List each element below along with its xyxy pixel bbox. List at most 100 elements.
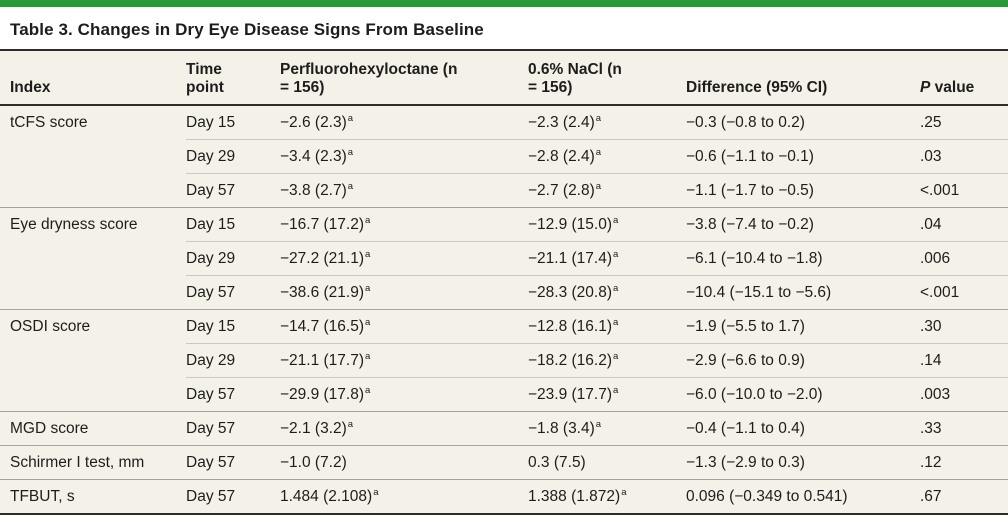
col-header-label: Difference (95% CI)	[686, 79, 828, 97]
footnote-a-marker: a	[621, 486, 627, 498]
footnote-a-marker: a	[365, 384, 371, 396]
footnote-a-marker: a	[613, 214, 619, 226]
index-cell: Eye dryness score	[0, 207, 186, 242]
table-row: Day 57 −38.6 (21.9)a −28.3 (20.8)a −10.4…	[0, 275, 1008, 310]
footnote-a-marker: a	[365, 214, 371, 226]
value-text: −3.8 (2.7)	[280, 181, 347, 199]
timepoint-cell: Day 57	[186, 411, 280, 446]
value-text: −29.9 (17.8)	[280, 385, 365, 403]
timepoint-cell: Day 15	[186, 104, 280, 140]
footnote-a-marker: a	[613, 384, 619, 396]
value-text: −2.6 (2.3)	[280, 113, 347, 131]
pvalue-cell: .14	[920, 343, 1008, 378]
footnote-a-marker: a	[613, 350, 619, 362]
value-text: −2.8 (2.4)	[528, 147, 595, 165]
footnote-a-marker: a	[613, 282, 619, 294]
value-text: −21.1 (17.7)	[280, 351, 365, 369]
table-row: MGD score Day 57 −2.1 (3.2)a −1.8 (3.4)a…	[0, 411, 1008, 446]
value-text: −38.6 (21.9)	[280, 283, 365, 301]
index-cell	[0, 174, 186, 208]
difference-cell: −3.8 (−7.4 to −0.2)	[686, 207, 920, 242]
nacl-value-cell: −28.3 (20.8)a	[528, 275, 686, 310]
nacl-value-cell: 1.388 (1.872)a	[528, 479, 686, 514]
value-text: −3.4 (2.3)	[280, 147, 347, 165]
nacl-value-cell: −18.2 (16.2)a	[528, 343, 686, 378]
footnote-a-marker: a	[595, 146, 602, 158]
footnote-a-marker: a	[595, 418, 602, 430]
pfh-value-cell: −1.0 (7.2)	[280, 445, 528, 480]
value-text: −12.9 (15.0)	[528, 215, 613, 233]
footnote-a-marker: a	[347, 180, 354, 192]
index-cell	[0, 378, 186, 412]
col-header-timepoint: Time point	[186, 50, 280, 106]
index-cell	[0, 276, 186, 310]
difference-cell: −1.1 (−1.7 to −0.5)	[686, 173, 920, 208]
table-row: Day 29 −21.1 (17.7)a −18.2 (16.2)a −2.9 …	[0, 343, 1008, 378]
pfh-value-cell: 1.484 (2.108)a	[280, 479, 528, 514]
pvalue-cell: .30	[920, 309, 1008, 344]
nacl-value-cell: −12.8 (16.1)a	[528, 309, 686, 344]
value-text: −12.8 (16.1)	[528, 317, 613, 335]
footnote-a-marker: a	[347, 418, 354, 430]
footnote-a-marker: a	[347, 112, 354, 124]
difference-cell: −0.6 (−1.1 to −0.1)	[686, 139, 920, 174]
pfh-value-cell: −3.8 (2.7)a	[280, 173, 528, 208]
timepoint-cell: Day 15	[186, 207, 280, 242]
value-text: −14.7 (16.5)	[280, 317, 365, 335]
value-text: −21.1 (17.4)	[528, 249, 613, 267]
pfh-value-cell: −14.7 (16.5)a	[280, 309, 528, 344]
index-cell	[0, 242, 186, 276]
difference-cell: −10.4 (−15.1 to −5.6)	[686, 275, 920, 310]
nacl-value-cell: −2.7 (2.8)a	[528, 173, 686, 208]
table-row: Schirmer I test, mm Day 57 −1.0 (7.2) 0.…	[0, 445, 1008, 480]
pfh-value-cell: −21.1 (17.7)a	[280, 343, 528, 378]
col-header-index: Index	[0, 50, 186, 106]
p-italic: P	[920, 79, 931, 97]
timepoint-cell: Day 15	[186, 309, 280, 344]
timepoint-cell: Day 57	[186, 377, 280, 412]
pvalue-cell: .67	[920, 479, 1008, 514]
index-cell	[0, 140, 186, 174]
accent-bar	[0, 0, 1008, 7]
footnote-a-marker: a	[365, 316, 371, 328]
col-header-pvalue: P value	[920, 50, 1008, 106]
pvalue-cell: .04	[920, 207, 1008, 242]
value-text: −27.2 (21.1)	[280, 249, 365, 267]
pvalue-cell: .006	[920, 241, 1008, 276]
col-header-label: Time point	[186, 61, 224, 97]
table-row: OSDI score Day 15 −14.7 (16.5)a −12.8 (1…	[0, 309, 1008, 344]
pvalue-cell: .12	[920, 445, 1008, 480]
table-row: TFBUT, s Day 57 1.484 (2.108)a 1.388 (1.…	[0, 479, 1008, 514]
difference-cell: −1.9 (−5.5 to 1.7)	[686, 309, 920, 344]
pvalue-cell: .03	[920, 139, 1008, 174]
col-header-label: P value	[920, 79, 1008, 97]
footnote-a-marker: a	[365, 282, 371, 294]
difference-cell: −6.0 (−10.0 to −2.0)	[686, 377, 920, 412]
timepoint-cell: Day 29	[186, 241, 280, 276]
index-cell: OSDI score	[0, 309, 186, 344]
col-header-perfluorohexyloctane: Perfluorohexyloctane (n = 156)	[280, 50, 528, 106]
value-text: −16.7 (17.2)	[280, 215, 365, 233]
nacl-value-cell: −2.8 (2.4)a	[528, 139, 686, 174]
footnote-a-marker: a	[613, 316, 619, 328]
value-text: −23.9 (17.7)	[528, 385, 613, 403]
value-text: −1.0 (7.2)	[280, 453, 347, 471]
nacl-value-cell: −1.8 (3.4)a	[528, 411, 686, 446]
value-text: −2.3 (2.4)	[528, 113, 595, 131]
pvalue-cell: <.001	[920, 275, 1008, 310]
index-cell: MGD score	[0, 411, 186, 446]
index-cell: tCFS score	[0, 104, 186, 140]
p-rest: value	[930, 79, 975, 97]
value-text: −2.7 (2.8)	[528, 181, 595, 199]
timepoint-cell: Day 57	[186, 445, 280, 480]
col-header-difference: Difference (95% CI)	[686, 50, 920, 106]
value-text: −1.8 (3.4)	[528, 419, 595, 437]
header-row: Index Time point Perfluorohexyloctane (n…	[0, 50, 1008, 106]
pfh-value-cell: −29.9 (17.8)a	[280, 377, 528, 412]
timepoint-cell: Day 29	[186, 139, 280, 174]
pfh-value-cell: −3.4 (2.3)a	[280, 139, 528, 174]
footnote-a-marker: a	[613, 248, 619, 260]
nacl-value-cell: −23.9 (17.7)a	[528, 377, 686, 412]
col-header-nacl: 0.6% NaCl (n = 156)	[528, 50, 686, 106]
